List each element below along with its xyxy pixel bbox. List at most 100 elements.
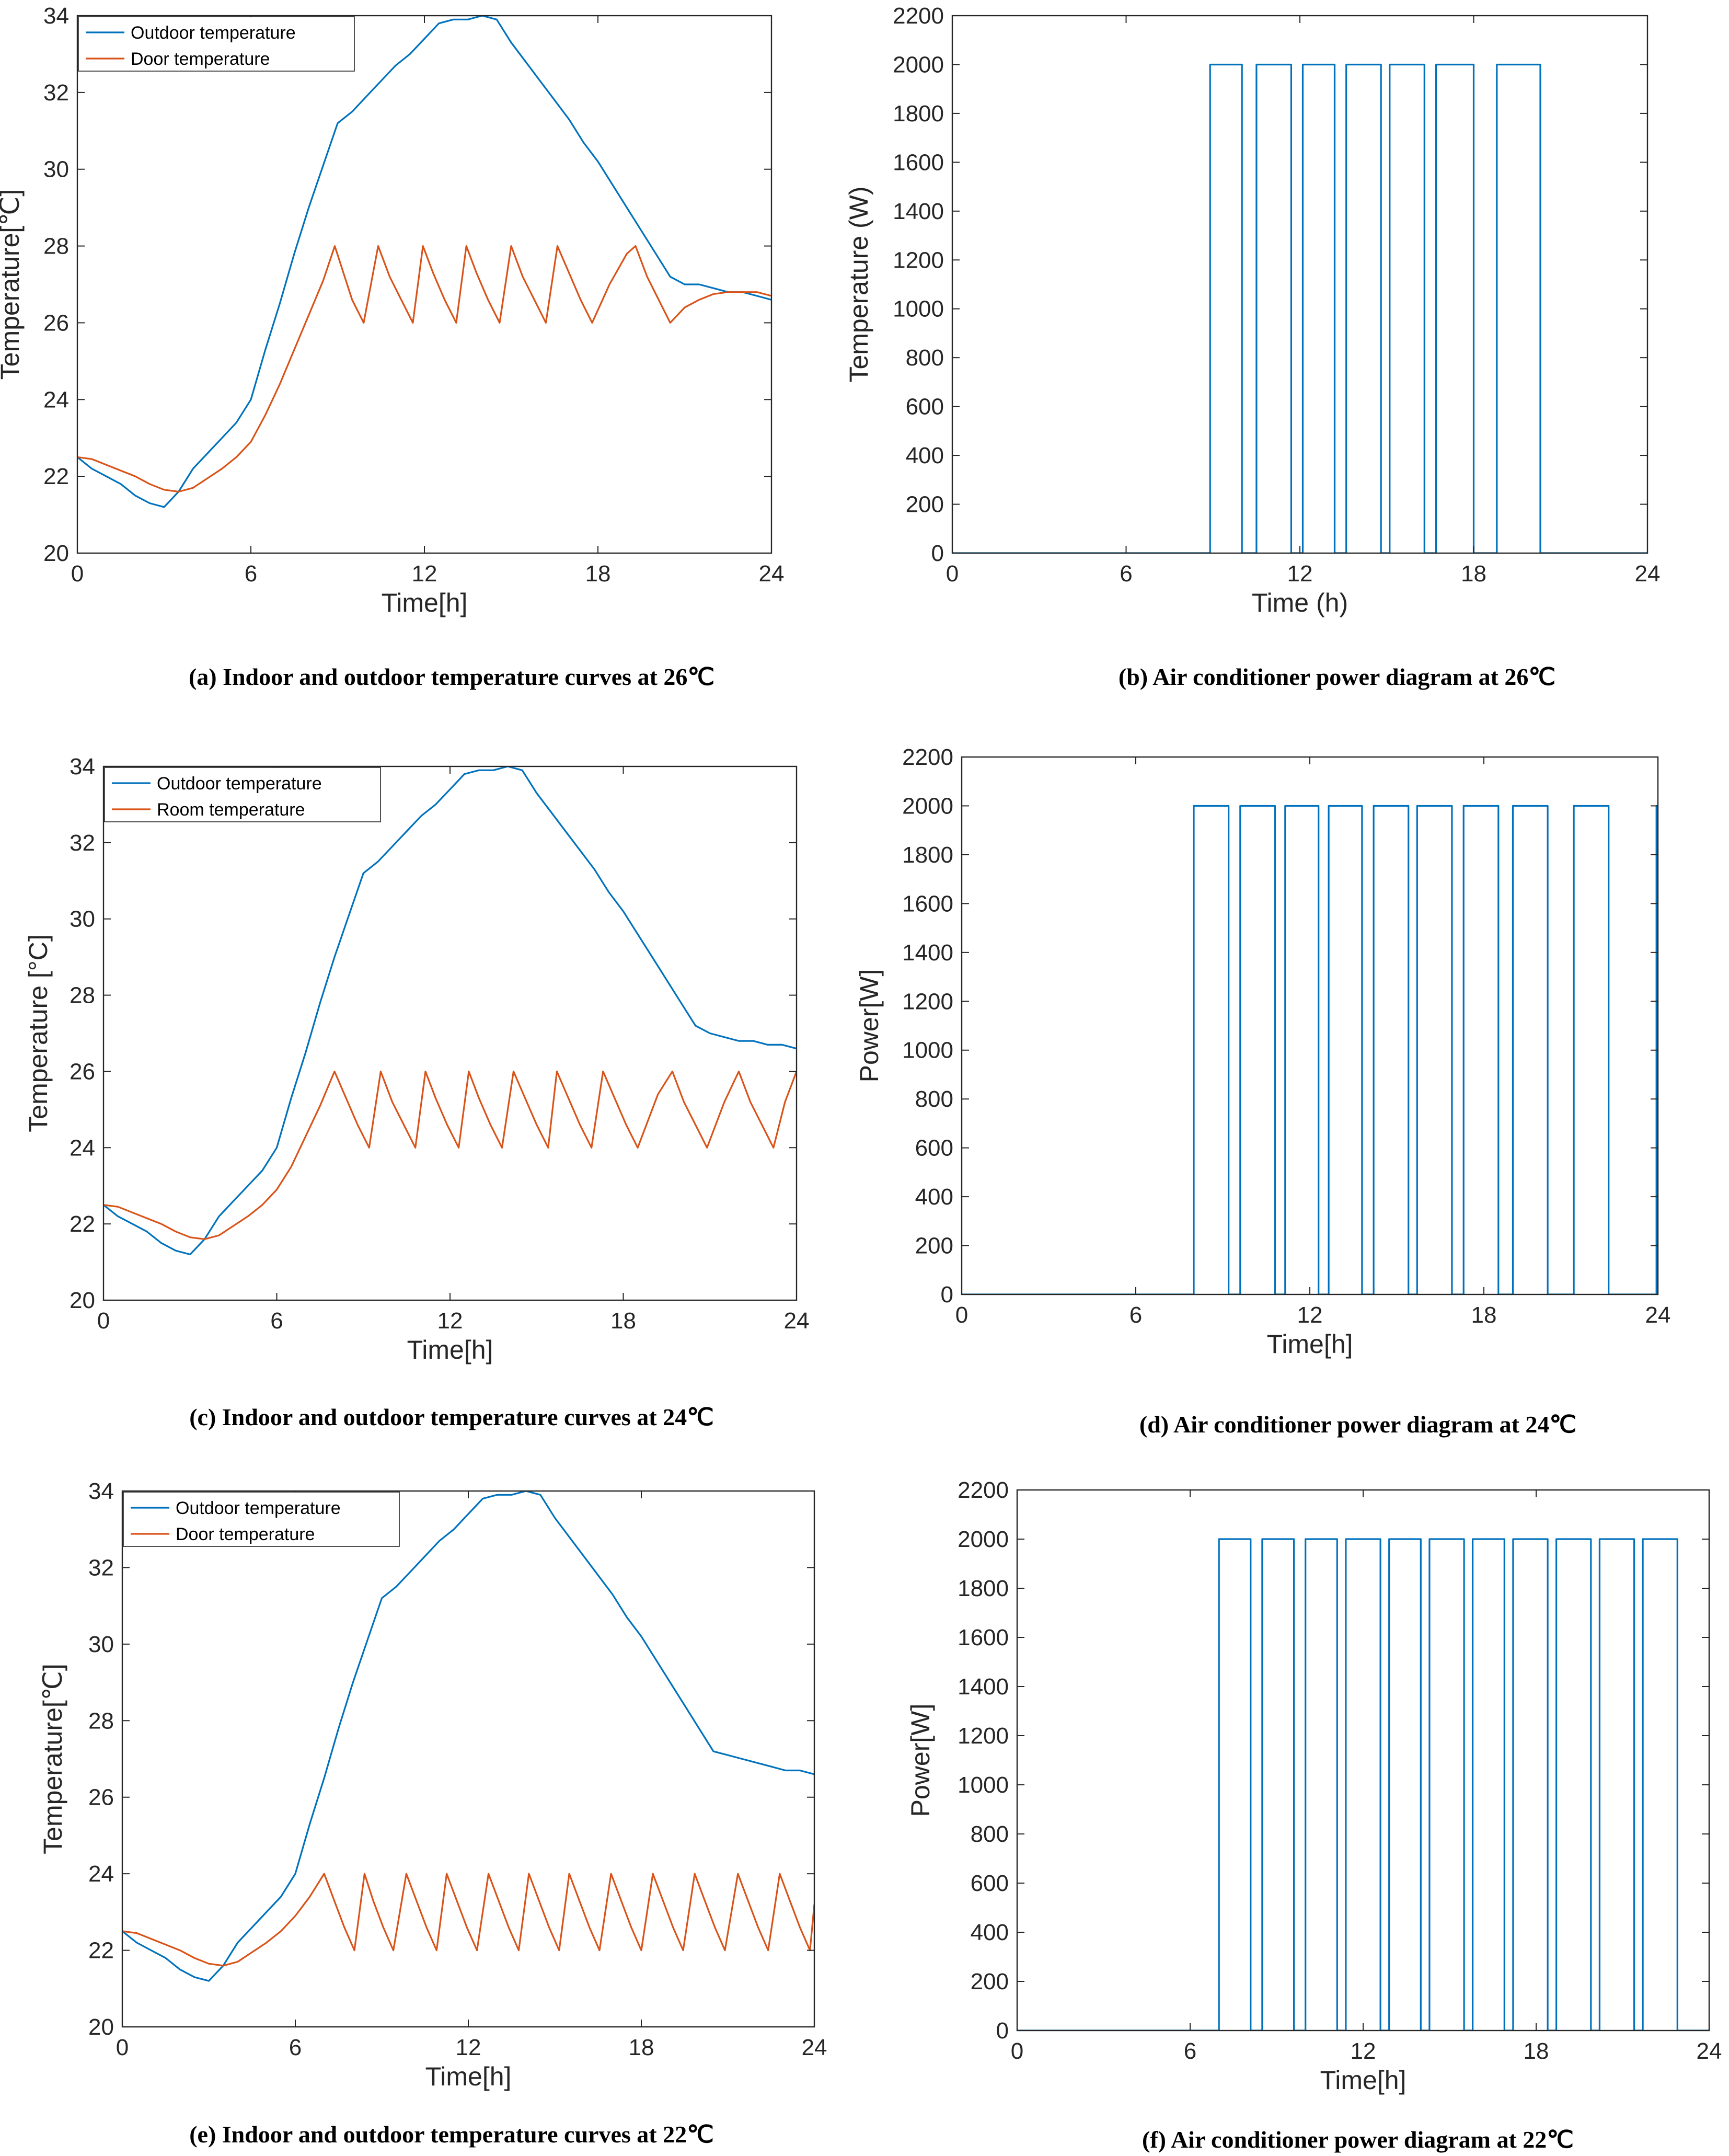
y-tick-label: 24: [88, 1861, 114, 1887]
y-tick-label: 32: [88, 1555, 114, 1580]
y-tick-label: 26: [88, 1785, 114, 1810]
x-axis-label: Time[h]: [407, 1335, 493, 1364]
y-tick-label: 600: [906, 394, 944, 420]
legend-entry: Outdoor temperature: [157, 774, 322, 794]
series-group: [122, 1491, 814, 1982]
y-tick-label: 34: [43, 3, 69, 29]
series-group: [952, 63, 1647, 553]
chart-panel-b: 0 6 12 18 24 0 200 400 600 800 1000 1200 1400 1600 180…: [844, 3, 1660, 690]
y-tick-label: 200: [915, 1233, 953, 1259]
series-line-outdoor-temperature: [122, 1491, 814, 1982]
x-tick-label: 0: [946, 561, 959, 587]
y-tick-label: 1600: [958, 1625, 1009, 1650]
legend-entry: Door temperature: [131, 49, 270, 69]
x-tick-label: 18: [629, 2035, 654, 2060]
y-tick-label: 1200: [958, 1723, 1009, 1749]
x-tick-label: 24: [759, 561, 785, 587]
y-tick-label: 2000: [893, 52, 944, 77]
x-tick-label: 18: [1471, 1302, 1497, 1328]
chart-panel-a: 0 6 12 18 24 20 22 24 26 28 30 32 34 Time[h] Temperatu…: [0, 3, 784, 690]
y-tick-label: 24: [70, 1135, 95, 1161]
chart-panel-f: 0 6 12 18 24 0 200 400 600 800 1000 1200 1400 1600 180…: [906, 1477, 1722, 2153]
x-tick-label: 12: [1351, 2038, 1376, 2064]
y-tick-label: 1000: [902, 1038, 953, 1063]
figure-caption: (e) Indoor and outdoor temperature curve…: [189, 2121, 714, 2148]
y-tick-label: 2000: [958, 1527, 1009, 1552]
y-tick-label: 30: [70, 907, 95, 932]
y-tick-label: 22: [43, 464, 69, 489]
y-tick-label: 400: [971, 1920, 1009, 1945]
y-tick-label: 28: [70, 983, 95, 1008]
x-axis-label: Time[h]: [1267, 1329, 1353, 1359]
y-tick-label: 1800: [958, 1576, 1009, 1601]
y-tick-label: 800: [906, 345, 944, 371]
series-line-outdoor-temperature: [103, 766, 797, 1256]
x-axis-label: Time (h): [1252, 588, 1348, 617]
y-tick-label: 24: [43, 387, 69, 412]
y-axis-label: Temperature [°C]: [24, 934, 53, 1132]
y-tick-label: 20: [70, 1288, 95, 1313]
y-tick-label: 20: [43, 541, 69, 566]
x-tick-label: 0: [1011, 2038, 1023, 2064]
y-tick-label: 0: [941, 1282, 953, 1308]
y-tick-label: 400: [906, 443, 944, 468]
x-tick-label: 12: [1297, 1302, 1323, 1328]
legend: Outdoor temperature Room temperature: [104, 767, 381, 822]
y-tick-label: 30: [88, 1632, 114, 1657]
chart-panel-e: 0 6 12 18 24 20 22 24 26 28 30 32 34 Time[h] Temperatu…: [38, 1478, 827, 2148]
y-tick-label: 200: [971, 1969, 1009, 1994]
plot-area: [962, 757, 1658, 1294]
x-tick-label: 6: [1184, 2038, 1196, 2064]
x-tick-label: 24: [1645, 1302, 1671, 1328]
plot-area: [122, 1491, 814, 2027]
legend-box: [123, 1492, 400, 1547]
x-tick-label: 24: [1635, 561, 1661, 587]
y-tick-label: 1400: [893, 199, 944, 224]
y-tick-label: 1600: [902, 891, 953, 916]
figure-caption: (d) Air conditioner power diagram at 24℃: [1139, 1411, 1576, 1438]
y-axis-label: Power[W]: [855, 969, 884, 1083]
series-group: [962, 805, 1658, 1294]
plot-area: [103, 766, 797, 1300]
y-tick-label: 600: [971, 1871, 1009, 1896]
x-tick-label: 0: [97, 1308, 110, 1334]
y-tick-label: 2200: [893, 3, 944, 29]
y-tick-label: 1800: [893, 101, 944, 127]
series-line-door-temperature: [122, 1873, 814, 1967]
x-tick-label: 18: [1461, 561, 1486, 587]
chart-panel-c: 0 6 12 18 24 20 22 24 26 28 30 32 34 Time[h] Temperatu…: [24, 754, 809, 1430]
series-group: [103, 766, 797, 1256]
series-group: [77, 16, 771, 508]
y-tick-label: 0: [996, 2018, 1009, 2044]
y-tick-label: 26: [70, 1059, 95, 1084]
y-tick-label: 28: [88, 1708, 114, 1734]
y-axis-label: Temperature[℃]: [0, 189, 25, 380]
x-tick-label: 6: [289, 2035, 302, 2060]
y-tick-label: 1800: [902, 842, 953, 868]
x-tick-label: 18: [585, 561, 611, 587]
series-line-outdoor-temperature: [77, 16, 771, 508]
legend-entry: Outdoor temperature: [176, 1498, 341, 1518]
x-tick-label: 6: [270, 1308, 283, 1334]
legend-entry: Room temperature: [157, 800, 305, 820]
figure-caption: (b) Air conditioner power diagram at 26℃: [1119, 663, 1555, 690]
x-tick-label: 12: [437, 1308, 463, 1334]
y-tick-label: 22: [70, 1211, 95, 1237]
chart-panel-d: 0 6 12 18 24 0 200 400 600 800 1000 1200 1400 1600 180…: [855, 744, 1670, 1438]
plot-area: [1017, 1490, 1709, 2031]
x-axis-label: Time[h]: [425, 2062, 512, 2091]
y-axis-label: Power[W]: [906, 1704, 935, 1817]
series-line-power: [952, 63, 1647, 553]
y-tick-label: 32: [43, 80, 69, 106]
figure-caption: (f) Air conditioner power diagram at 22℃: [1142, 2126, 1574, 2153]
x-tick-label: 6: [1129, 1302, 1142, 1328]
x-tick-label: 24: [802, 2035, 827, 2060]
x-axis-label: Time[h]: [1320, 2066, 1407, 2095]
x-tick-label: 24: [1697, 2038, 1722, 2064]
y-tick-label: 32: [70, 830, 95, 856]
y-tick-label: 2200: [958, 1477, 1009, 1503]
y-tick-label: 2200: [902, 744, 953, 770]
legend-box: [104, 767, 381, 822]
y-tick-label: 800: [915, 1086, 953, 1112]
